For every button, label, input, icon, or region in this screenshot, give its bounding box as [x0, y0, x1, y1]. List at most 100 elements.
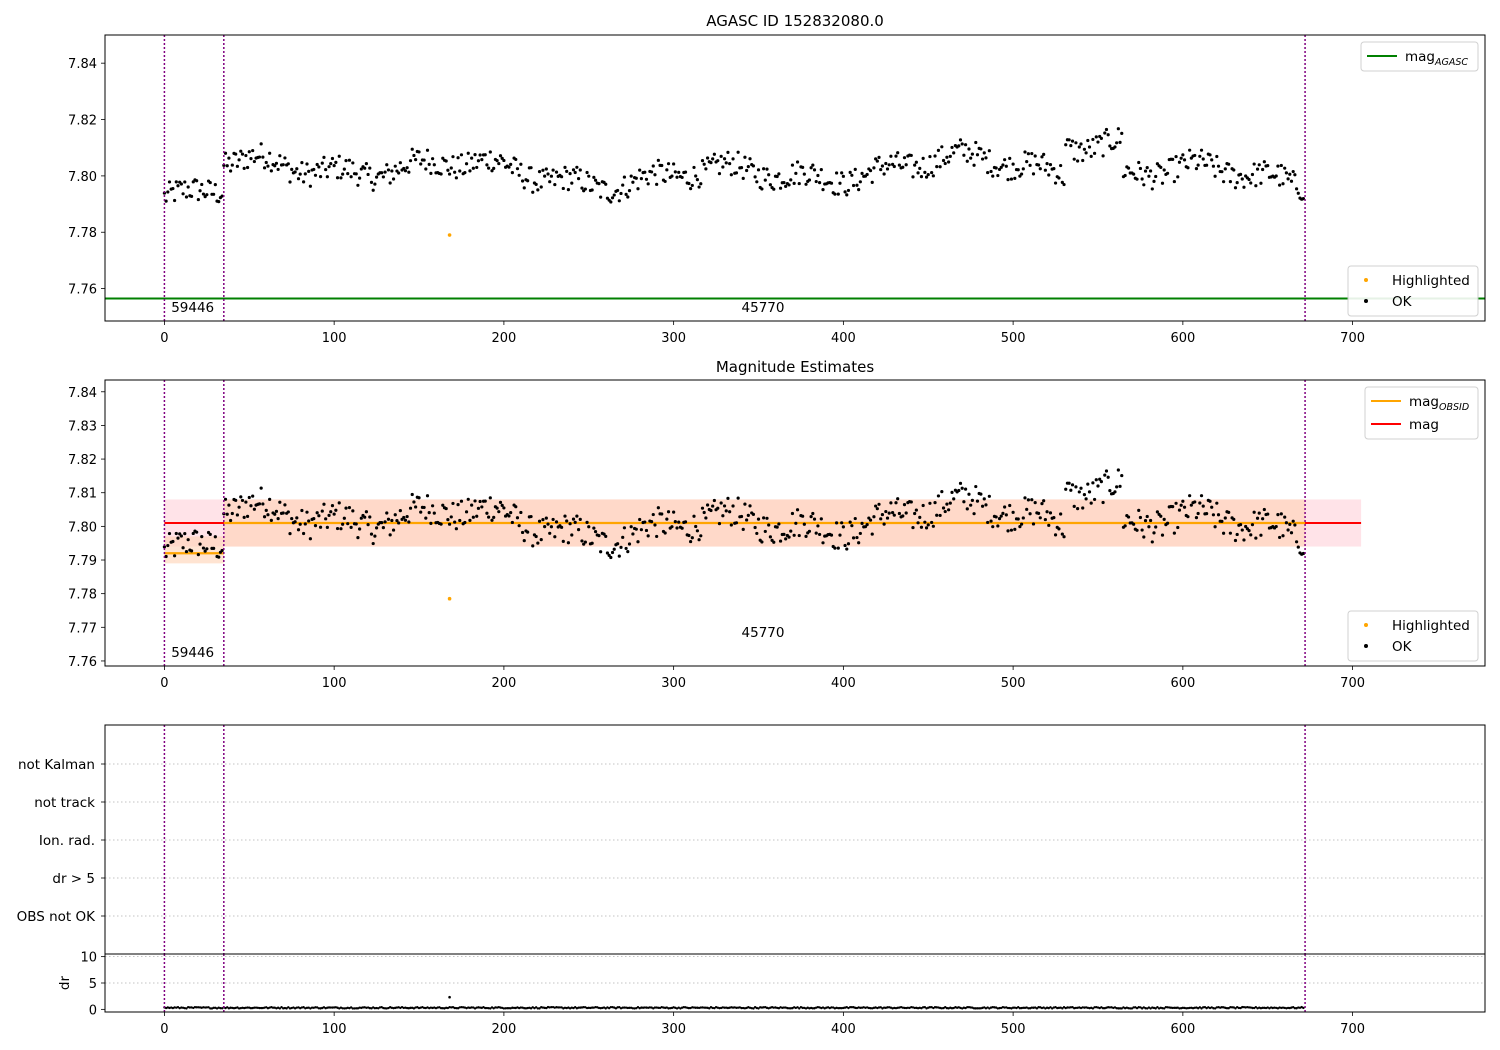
magnitude-point: [471, 515, 475, 519]
magnitude-point: [570, 181, 574, 185]
magnitude-point: [364, 162, 369, 166]
axes-frame: [104, 724, 1486, 955]
magnitude-point: [809, 166, 813, 170]
magnitude-point: [748, 157, 752, 161]
magnitude-point: [1288, 522, 1292, 526]
magnitude-point: [548, 531, 552, 535]
dr-point: [708, 1007, 711, 1010]
magnitude-point: [1026, 498, 1030, 502]
magnitude-point: [425, 494, 430, 498]
magnitude-point: [673, 519, 677, 524]
magnitude-point: [369, 532, 374, 536]
dr-point: [519, 1006, 523, 1009]
magnitude-point: [1291, 519, 1295, 523]
magnitude-point: [1181, 499, 1185, 503]
dr-point: [195, 1006, 198, 1009]
magnitude-point: [242, 515, 246, 519]
magnitude-point: [520, 530, 525, 535]
magnitude-point: [203, 549, 207, 553]
magnitude-point: [857, 541, 861, 545]
magnitude-point: [573, 520, 577, 524]
magnitude-point: [802, 522, 806, 526]
magnitude-point: [183, 180, 187, 184]
magnitude-point: [347, 506, 352, 510]
magnitude-point: [829, 533, 834, 537]
magnitude-point: [1223, 516, 1227, 520]
magnitude-point: [957, 144, 961, 148]
magnitude-point: [719, 501, 723, 505]
magnitude-point: [1211, 513, 1216, 517]
magnitude-point: [1179, 503, 1183, 507]
magnitude-point: [1069, 144, 1073, 148]
magnitude-point: [982, 497, 986, 501]
magnitude-point: [237, 505, 241, 509]
magnitude-point: [388, 533, 392, 537]
magnitude-point: [453, 520, 457, 524]
magnitude-point: [919, 525, 924, 529]
magnitude-point: [191, 531, 195, 536]
dr-point: [439, 1006, 443, 1010]
magnitude-point: [702, 510, 706, 515]
magnitude-point: [926, 523, 930, 527]
magnitude-point: [592, 175, 596, 179]
magnitude-point: [683, 520, 688, 524]
magnitude-point: [1084, 151, 1088, 155]
magnitude-point: [948, 501, 952, 505]
y-tick-label: 7.78: [68, 588, 97, 603]
magnitude-point: [354, 172, 358, 176]
dr-point: [1003, 1006, 1006, 1009]
magnitude-point: [872, 166, 876, 170]
magnitude-point: [626, 550, 630, 554]
magnitude-point: [821, 188, 825, 192]
dr-point: [259, 1006, 263, 1010]
magnitude-point: [349, 175, 353, 179]
magnitude-point: [622, 175, 627, 179]
dr-point: [628, 1006, 631, 1010]
magnitude-point: [456, 503, 460, 507]
dr-point: [504, 1007, 507, 1010]
magnitude-point: [252, 507, 256, 511]
magnitude-point: [984, 156, 988, 160]
magnitude-point: [1036, 163, 1041, 167]
dr-point: [913, 1006, 916, 1010]
magnitude-point: [901, 165, 905, 169]
magnitude-point: [393, 513, 397, 517]
magnitude-point: [366, 172, 370, 177]
magnitude-point: [1279, 163, 1283, 168]
magnitude-point: [239, 149, 243, 153]
magnitude-point: [483, 499, 487, 503]
magnitude-point: [234, 498, 238, 502]
magnitude-point: [1145, 514, 1149, 519]
magnitude-point: [293, 520, 297, 524]
magnitude-point: [911, 525, 915, 530]
dr-point: [1011, 1006, 1015, 1009]
magnitude-point: [855, 535, 859, 540]
x-tick-label: 0: [160, 331, 168, 346]
magnitude-point: [697, 538, 701, 542]
magnitude-point: [816, 524, 820, 528]
magnitude-point: [716, 159, 720, 163]
magnitude-point: [980, 504, 985, 508]
magnitude-point: [940, 145, 944, 149]
magnitude-point: [938, 165, 942, 169]
magnitude-point: [497, 510, 501, 514]
magnitude-point: [1244, 524, 1248, 529]
magnitude-point: [604, 534, 608, 538]
magnitude-point: [196, 553, 200, 557]
magnitude-point: [709, 161, 713, 165]
dr-point: [512, 1006, 516, 1010]
magnitude-point: [534, 182, 538, 186]
magnitude-point: [520, 179, 525, 183]
magnitude-point: [1013, 176, 1017, 180]
magnitude-point: [1089, 501, 1093, 505]
dr-point: [1302, 1006, 1305, 1010]
magnitude-point: [541, 518, 545, 522]
magnitude-point: [1013, 527, 1017, 531]
magnitude-point: [592, 526, 596, 530]
dr-point: [752, 1007, 755, 1010]
magnitude-point: [359, 516, 363, 520]
dr-point: [353, 1007, 356, 1010]
magnitude-point: [388, 181, 392, 185]
x-tick-label: 0: [160, 1022, 168, 1037]
magnitude-point: [821, 541, 825, 545]
